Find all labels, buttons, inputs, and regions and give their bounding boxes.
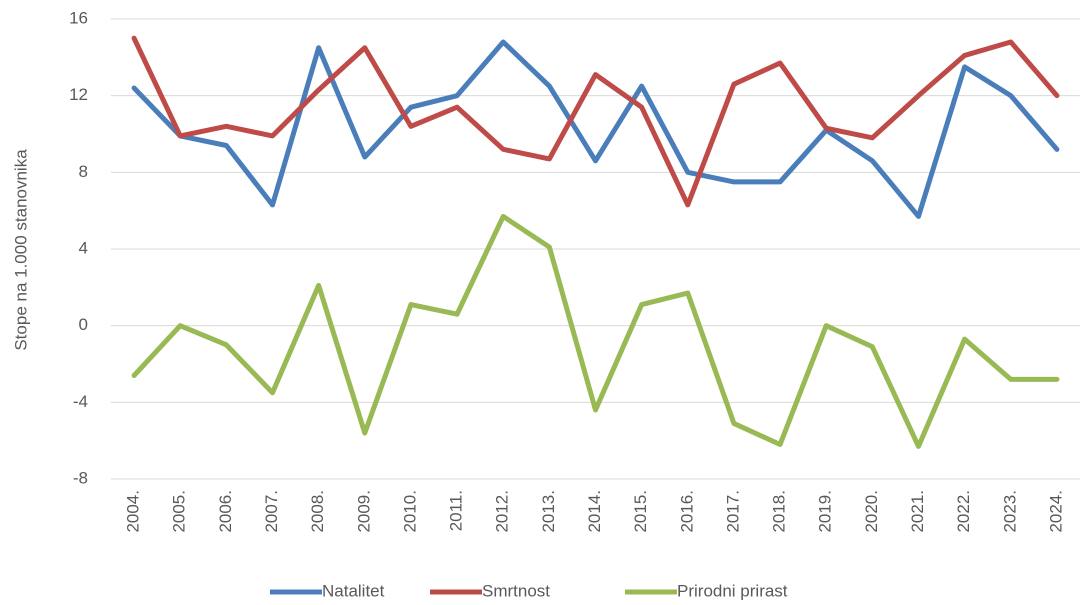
x-tick-label: 2010.	[400, 490, 419, 533]
y-tick-label: 16	[69, 8, 88, 27]
x-tick-label: 2015.	[631, 490, 650, 533]
data-line	[131, 39, 1060, 219]
x-tick-label: 2016.	[677, 490, 696, 533]
x-tick-label: 2018.	[770, 490, 789, 533]
x-tick-label: 2022.	[954, 490, 973, 533]
y-tick-label: -4	[73, 392, 88, 411]
x-tick-label: 2011.	[447, 490, 466, 531]
x-tick-label: 2020.	[862, 490, 881, 533]
x-tick-label: 2019.	[816, 490, 835, 533]
x-tick-label: 2005.	[170, 490, 189, 533]
legend-label: Natalitet	[322, 581, 385, 600]
y-tick-label: 0	[79, 315, 88, 334]
x-tick-label: 2008.	[308, 490, 327, 533]
x-tick-label: 2024.	[1046, 490, 1065, 533]
x-tick-label: 2006.	[216, 490, 235, 533]
x-tick-label: 2009.	[354, 490, 373, 533]
x-tick-label: 2023.	[1000, 490, 1019, 533]
y-tick-label: 4	[79, 238, 88, 257]
legend-label: Smrtnost	[482, 581, 550, 600]
y-axis-title: Stope na 1.000 stanovnika	[11, 149, 30, 351]
y-tick-label: 8	[79, 162, 88, 181]
y-tick-label: -8	[73, 468, 88, 487]
y-tick-label: 12	[69, 85, 88, 104]
x-tick-label: 2007.	[262, 490, 281, 533]
data-line	[131, 213, 1060, 449]
data-line	[131, 35, 1060, 208]
x-tick-label: 2013.	[539, 490, 558, 533]
legend-label: Prirodni prirast	[677, 581, 788, 600]
x-tick-label: 2014.	[585, 490, 604, 533]
x-tick-label: 2017.	[723, 490, 742, 533]
x-tick-label: 2004.	[124, 490, 143, 533]
x-tick-label: 2021.	[908, 490, 927, 533]
x-tick-label: 2012.	[493, 490, 512, 533]
